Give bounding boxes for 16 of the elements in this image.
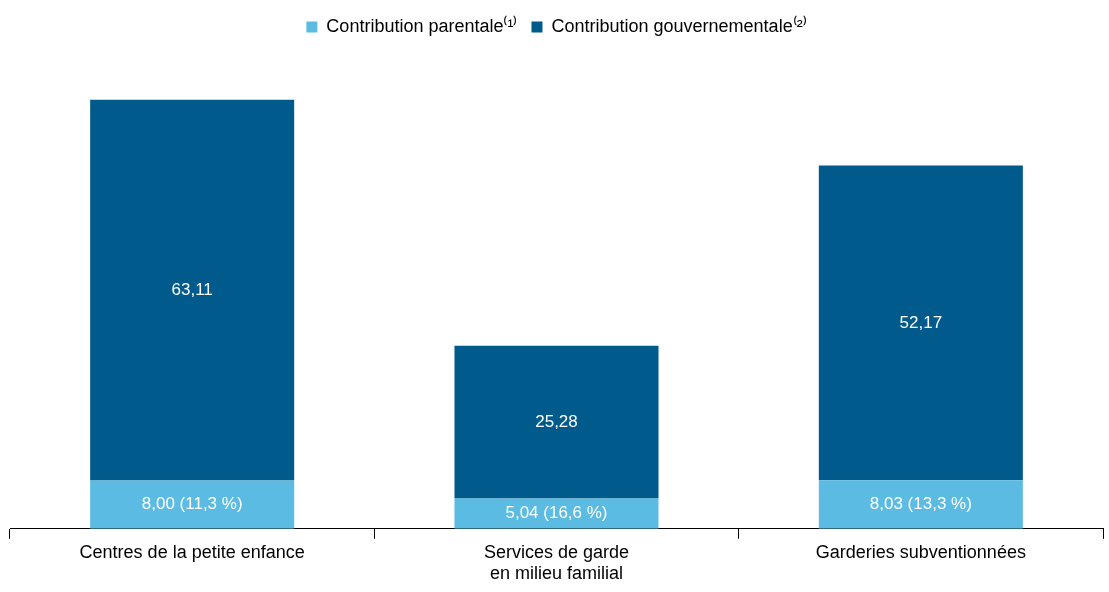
legend-label: Contribution parentale⁽¹⁾ <box>326 14 518 36</box>
data-label: 8,03 (13,3 %) <box>869 494 972 514</box>
x-tick-label: Services de garde en milieu familial <box>483 541 630 584</box>
x-tick-label: Centres de la petite enfance <box>79 541 305 562</box>
data-label: 8,00 (11,3 %) <box>141 494 243 514</box>
bar <box>818 480 1023 529</box>
bar <box>454 345 659 499</box>
x-tick-label: Garderies subventionnées <box>815 541 1026 562</box>
bar <box>818 165 1023 481</box>
data-label: 25,28 <box>535 411 578 431</box>
data-label: 5,04 (16,6 %) <box>505 503 608 523</box>
data-label: 63,11 <box>171 279 213 299</box>
bar <box>90 99 295 481</box>
data-label: 52,17 <box>899 312 943 332</box>
bar <box>90 480 295 529</box>
legend-label: Contribution gouvernementale⁽²⁾ <box>551 14 807 36</box>
